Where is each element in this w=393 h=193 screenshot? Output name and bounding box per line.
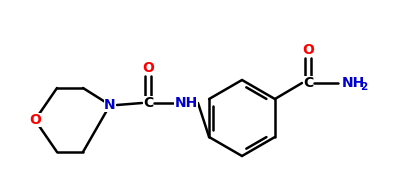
Text: N: N <box>104 98 116 112</box>
Text: NH: NH <box>174 96 198 110</box>
Text: O: O <box>302 43 314 57</box>
Text: NH: NH <box>342 76 365 90</box>
Text: O: O <box>142 61 154 75</box>
Text: C: C <box>303 76 313 90</box>
Text: C: C <box>143 96 153 110</box>
Text: O: O <box>29 113 41 127</box>
Text: 2: 2 <box>360 82 367 92</box>
